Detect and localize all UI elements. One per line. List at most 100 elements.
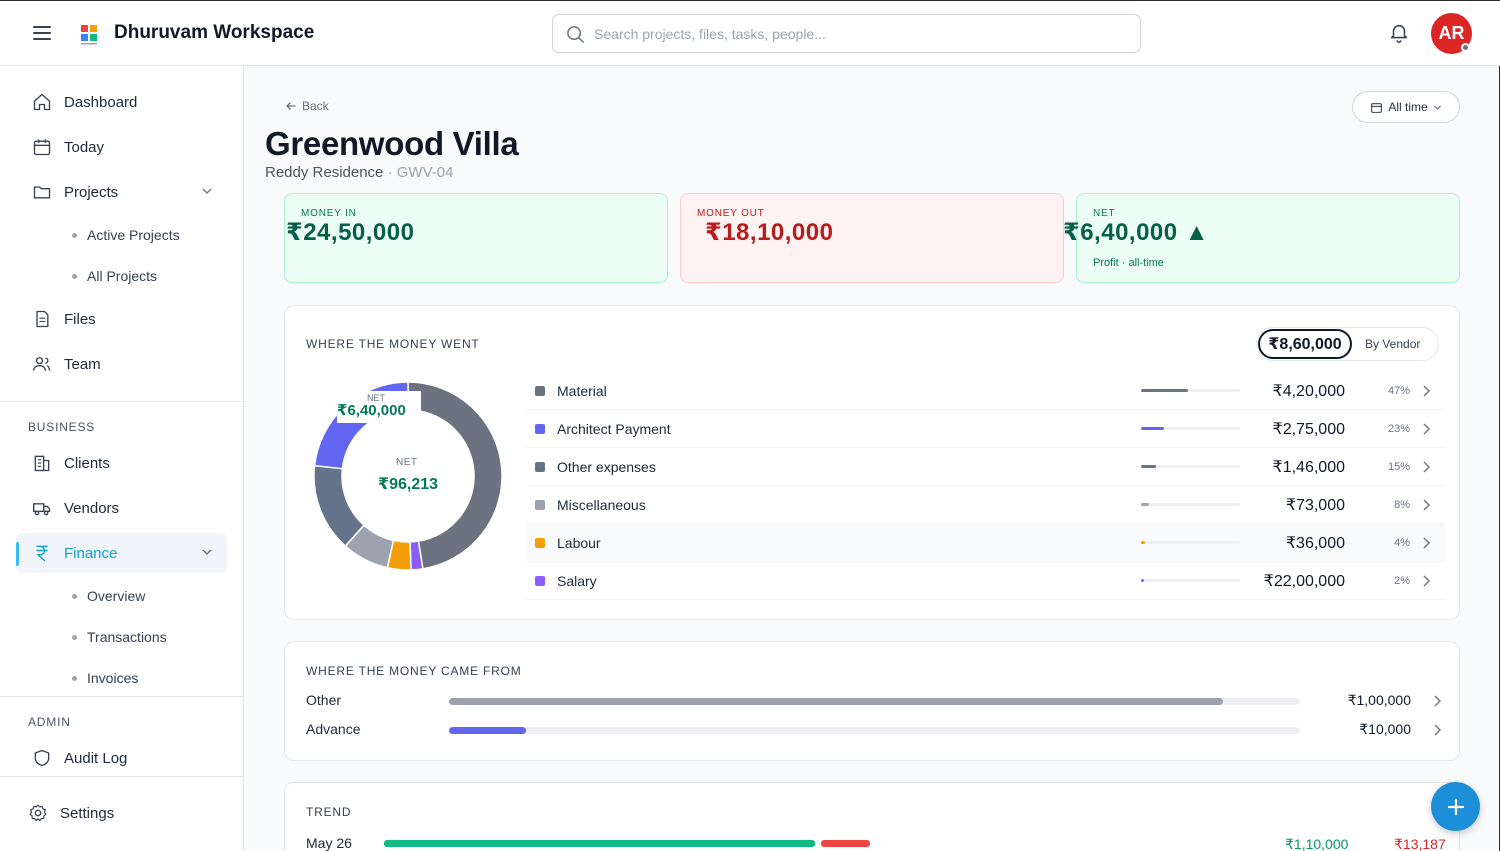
share-track [1141, 579, 1240, 582]
page-subtitle: Reddy Residence · GWV-04 [265, 164, 453, 181]
stat-caption: NET [1093, 209, 1116, 217]
calendar-icon [1371, 102, 1383, 113]
expense-row[interactable]: Salary ₹22,00,000 2% [526, 562, 1445, 600]
section-admin: ADMIN [28, 715, 71, 729]
sidebar-sub-transactions[interactable]: Transactions [72, 629, 167, 645]
chevron-right-icon [1422, 384, 1430, 402]
sidebar-item-projects[interactable]: Projects [16, 172, 227, 212]
expense-name: Other expenses [557, 459, 656, 475]
sidebar-item-label: Dashboard [64, 93, 138, 111]
income-row[interactable]: Other ₹1,00,000 [306, 690, 1441, 714]
search-box[interactable] [552, 14, 1141, 53]
sidebar-item-clients[interactable]: Clients [16, 443, 227, 483]
search-input[interactable] [594, 23, 1124, 45]
share-track [1141, 389, 1240, 392]
trend-in-value: ₹1,10,000 [1285, 836, 1349, 851]
expense-value: ₹36,000 [1285, 535, 1345, 552]
income-fill [449, 727, 526, 734]
sidebar-item-team[interactable]: Team [16, 344, 227, 384]
sidebar-sub-all-projects[interactable]: All Projects [72, 268, 157, 284]
expense-row[interactable]: Material ₹4,20,000 47% [526, 372, 1445, 410]
view-toggle[interactable]: ₹8,60,000 By Vendor [1256, 327, 1439, 361]
bullet-icon [72, 675, 77, 681]
arrow-left-icon [286, 102, 296, 110]
file-icon [36, 310, 49, 328]
trend-out-value: ₹13,187 [1394, 836, 1446, 851]
sidebar-item-label: Files [64, 310, 96, 328]
bullet-icon [72, 593, 77, 599]
income-row[interactable]: Advance ₹10,000 [306, 719, 1441, 743]
stat-amount: ₹24,50,000 [286, 219, 415, 246]
trend-row[interactable]: May 26 ₹1,10,000 ₹13,187 [306, 835, 1446, 851]
sidebar-item-today[interactable]: Today [16, 127, 227, 167]
net-card[interactable]: NET ₹6,40,000 ▲ Profit · all-time [1063, 193, 1460, 283]
sub-label: Overview [87, 588, 146, 604]
donut-slice[interactable] [313, 464, 366, 548]
sidebar-item-label: Team [64, 355, 101, 373]
trend-out-bar [821, 840, 870, 847]
expense-value: ₹73,000 [1285, 497, 1345, 514]
sidebar-item-label: Finance [64, 544, 118, 562]
brand-name: Dhuruvam Workspace [114, 22, 315, 43]
money-went-card: WHERE THE MONEY WENT ₹8,60,000 By Vendor… [284, 305, 1460, 620]
expense-row[interactable]: Labour ₹36,000 4% [526, 524, 1445, 562]
share-fill [1141, 465, 1156, 468]
menu-icon[interactable] [33, 26, 51, 40]
color-swatch [535, 500, 545, 510]
bell-icon[interactable] [1388, 22, 1410, 44]
income-track [449, 727, 1300, 734]
donut-center-value: ₹96,213 [378, 476, 439, 493]
back-link[interactable]: Back [285, 99, 329, 113]
building-icon [34, 455, 50, 472]
add-button[interactable] [1431, 782, 1480, 831]
sidebar-sub-overview[interactable]: Overview [72, 588, 145, 604]
income-name: Other [306, 692, 342, 708]
income-fill [449, 698, 1224, 705]
separator: · [387, 164, 393, 181]
expense-name: Miscellaneous [557, 497, 646, 513]
money-in-card[interactable]: MONEY IN ₹24,50,000 [284, 193, 668, 283]
date-range-dropdown[interactable]: All time [1352, 91, 1460, 123]
color-swatch [535, 386, 545, 396]
expense-value: ₹4,20,000 [1272, 383, 1345, 400]
bullet-icon [72, 634, 77, 640]
sidebar-item-settings[interactable]: Settings [12, 793, 223, 833]
money-out-card[interactable]: MONEY OUT ₹18,10,000 [680, 193, 1064, 283]
money-came-card: WHERE THE MONEY CAME FROM Other ₹1,00,000… [284, 641, 1460, 761]
donut-slice[interactable] [407, 381, 503, 570]
expense-row[interactable]: Architect Payment ₹2,75,000 23% [526, 410, 1445, 448]
color-swatch [535, 462, 545, 472]
truck-icon [33, 503, 51, 516]
share-fill [1141, 579, 1144, 582]
sidebar-item-vendors[interactable]: Vendors [16, 488, 227, 528]
donut-net-label: NET ₹6,40,000 [337, 391, 421, 423]
toggle-total[interactable]: ₹8,60,000 [1258, 329, 1352, 359]
sidebar-item-audit-log[interactable]: Audit Log [16, 738, 227, 778]
share-fill [1141, 427, 1164, 430]
sidebar-item-finance[interactable]: Finance [16, 533, 227, 573]
chevron-down-icon[interactable] [201, 185, 213, 197]
sidebar-item-dashboard[interactable]: Dashboard [16, 82, 227, 122]
sub-label: Transactions [87, 629, 167, 645]
expense-row[interactable]: Other expenses ₹1,46,000 15% [526, 448, 1445, 486]
calendar-icon [33, 139, 51, 156]
stat-caption: MONEY OUT [697, 209, 765, 217]
toggle-by-vendor[interactable]: By Vendor [1365, 337, 1421, 351]
share-track [1141, 427, 1240, 430]
main-content: Back Greenwood Villa Reddy Residence · G… [244, 66, 1500, 851]
sidebar-sub-active-projects[interactable]: Active Projects [72, 227, 180, 243]
chevron-right-icon [1433, 723, 1441, 741]
expense-row[interactable]: Miscellaneous ₹73,000 8% [526, 486, 1445, 524]
back-label: Back [302, 99, 329, 113]
chevron-down-icon[interactable] [201, 546, 213, 558]
sidebar-divider [0, 696, 243, 697]
sidebar-item-files[interactable]: Files [16, 299, 227, 339]
range-label: All time [1388, 100, 1428, 114]
stat-caption: MONEY IN [301, 209, 357, 217]
donut-center-caption: NET [396, 457, 418, 468]
sidebar: Dashboard Today Projects Active Projects… [0, 66, 244, 851]
share-track [1141, 541, 1240, 544]
donut-net-value: ₹6,40,000 [337, 402, 406, 419]
sidebar-divider [0, 401, 243, 402]
sidebar-sub-invoices[interactable]: Invoices [72, 670, 138, 686]
